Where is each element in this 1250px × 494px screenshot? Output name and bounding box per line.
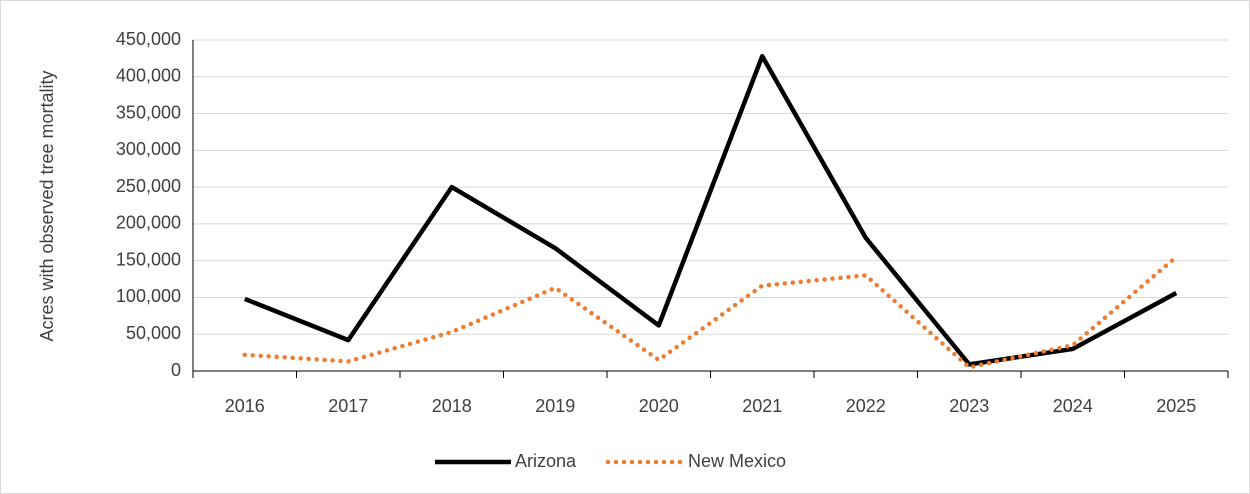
y-tick-label: 300,000 xyxy=(116,139,181,159)
x-tick-label: 2023 xyxy=(949,396,989,416)
y-tick-label: 400,000 xyxy=(116,66,181,86)
x-tick-label: 2021 xyxy=(742,396,782,416)
legend-label: New Mexico xyxy=(688,451,786,471)
x-tick-label: 2022 xyxy=(846,396,886,416)
y-tick-label: 0 xyxy=(171,360,181,380)
x-tick-label: 2025 xyxy=(1156,396,1196,416)
y-tick-label: 100,000 xyxy=(116,286,181,306)
series-line xyxy=(242,254,1179,370)
y-tick-label: 450,000 xyxy=(116,29,181,49)
y-tick-label: 200,000 xyxy=(116,213,181,233)
y-axis-label: Acres with observed tree mortality xyxy=(37,70,57,341)
y-tick-label: 250,000 xyxy=(116,176,181,196)
x-tick-label: 2024 xyxy=(1053,396,1093,416)
y-tick-label: 150,000 xyxy=(116,249,181,269)
x-tick-label: 2018 xyxy=(432,396,472,416)
x-tick-label: 2016 xyxy=(225,396,265,416)
y-tick-label: 50,000 xyxy=(126,323,181,343)
x-tick-label: 2019 xyxy=(535,396,575,416)
legend-label: Arizona xyxy=(515,451,577,471)
x-tick-label: 2017 xyxy=(328,396,368,416)
y-tick-label: 350,000 xyxy=(116,102,181,122)
x-tick-label: 2020 xyxy=(639,396,679,416)
